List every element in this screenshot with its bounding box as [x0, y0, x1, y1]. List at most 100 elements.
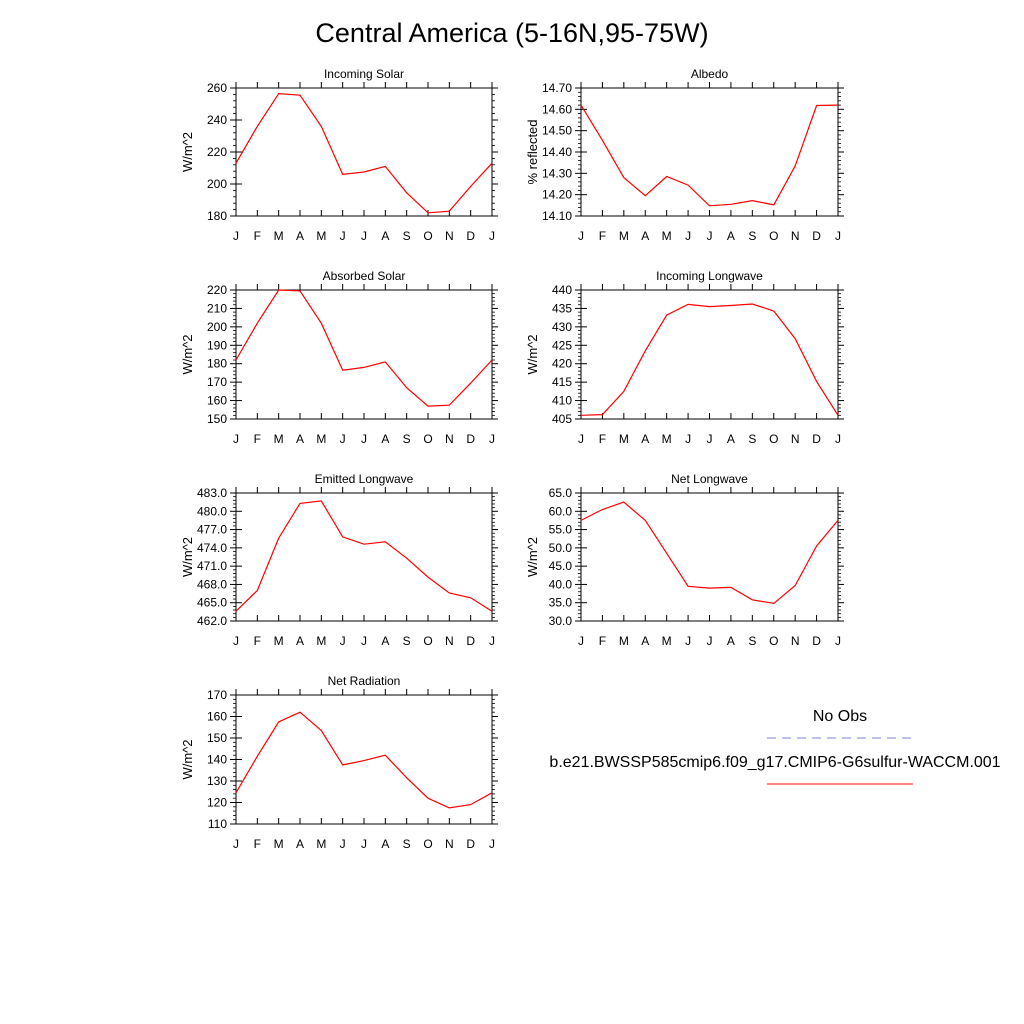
y-tick-label: 260 — [207, 81, 227, 95]
x-tick-label: J — [489, 229, 495, 243]
x-tick-label: D — [466, 229, 475, 243]
x-tick-label: J — [233, 432, 239, 446]
y-tick-label: 405 — [552, 412, 572, 426]
x-tick-label: M — [619, 229, 629, 243]
y-tick-label: 462.0 — [197, 614, 227, 628]
plot-frame — [580, 289, 839, 420]
y-axis-label: W/m^2 — [180, 739, 195, 779]
y-tick-label: 60.0 — [549, 504, 573, 518]
x-tick-label: S — [748, 229, 756, 243]
y-tick-label: 150 — [207, 731, 227, 745]
x-tick-label: F — [254, 634, 261, 648]
x-tick-label: F — [599, 432, 606, 446]
x-tick-label: O — [423, 837, 432, 851]
x-tick-label: J — [340, 432, 346, 446]
y-axis-label: W/m^2 — [525, 334, 540, 374]
y-tick-label: 120 — [207, 796, 227, 810]
x-tick-label: M — [274, 837, 284, 851]
x-tick-label: O — [423, 229, 432, 243]
y-tick-label: 477.0 — [197, 523, 227, 537]
x-tick-label: J — [361, 229, 367, 243]
x-tick-label: M — [274, 229, 284, 243]
x-tick-label: J — [361, 432, 367, 446]
x-tick-label: J — [835, 432, 841, 446]
x-tick-label: D — [466, 432, 475, 446]
x-tick-label: J — [707, 229, 713, 243]
y-tick-label: 474.0 — [197, 541, 227, 555]
x-tick-label: O — [423, 432, 432, 446]
x-tick-label: O — [769, 229, 778, 243]
x-tick-label: M — [662, 634, 672, 648]
x-tick-label: N — [791, 634, 800, 648]
y-tick-label: 430 — [552, 320, 572, 334]
x-tick-label: J — [233, 229, 239, 243]
panel-title: Incoming Longwave — [656, 269, 763, 283]
x-tick-label: A — [296, 634, 304, 648]
y-axis-label: W/m^2 — [180, 334, 195, 374]
x-tick-label: S — [748, 634, 756, 648]
x-tick-label: M — [316, 229, 326, 243]
y-tick-label: 160 — [207, 710, 227, 724]
x-tick-label: D — [466, 634, 475, 648]
x-tick-label: J — [835, 229, 841, 243]
y-tick-label: 150 — [207, 412, 227, 426]
y-tick-label: 220 — [207, 145, 227, 159]
x-tick-label: J — [233, 837, 239, 851]
legend-label-model: b.e21.BWSSP585cmip6.f09_g17.CMIP6-G6sulf… — [549, 754, 1000, 771]
x-tick-label: A — [641, 634, 649, 648]
series-line — [235, 289, 493, 407]
y-tick-label: 200 — [207, 320, 227, 334]
x-tick-label: S — [748, 432, 756, 446]
x-tick-label: F — [254, 837, 261, 851]
x-tick-label: N — [445, 229, 454, 243]
x-tick-label: N — [445, 432, 454, 446]
x-tick-label: J — [685, 432, 691, 446]
y-tick-label: 170 — [207, 688, 227, 702]
x-tick-label: F — [599, 229, 606, 243]
y-tick-label: 471.0 — [197, 559, 227, 573]
y-axis-label: W/m^2 — [180, 537, 195, 577]
y-tick-label: 180 — [207, 357, 227, 371]
x-tick-label: S — [403, 229, 411, 243]
y-tick-label: 110 — [208, 817, 227, 831]
plot-frame — [580, 492, 839, 622]
series-line — [580, 104, 839, 207]
x-tick-label: N — [791, 432, 800, 446]
y-tick-label: 240 — [207, 113, 227, 127]
x-tick-label: A — [296, 837, 304, 851]
y-axis-label: % reflected — [525, 119, 540, 184]
x-tick-label: O — [423, 634, 432, 648]
y-tick-label: 14.50 — [542, 124, 572, 138]
y-tick-label: 50.0 — [549, 541, 573, 555]
y-tick-label: 468.0 — [197, 577, 227, 591]
x-tick-label: N — [445, 837, 454, 851]
x-tick-label: A — [641, 229, 649, 243]
y-tick-label: 410 — [552, 394, 572, 408]
plot-frame — [235, 289, 493, 420]
x-tick-label: M — [274, 634, 284, 648]
x-tick-label: J — [685, 634, 691, 648]
y-tick-label: 425 — [552, 338, 572, 352]
x-tick-label: N — [445, 634, 454, 648]
x-tick-label: M — [619, 634, 629, 648]
series-line — [580, 501, 839, 605]
x-tick-label: A — [296, 229, 304, 243]
panel-title: Incoming Solar — [324, 67, 404, 81]
legend-label-no-obs: No Obs — [813, 708, 867, 725]
x-tick-label: S — [403, 634, 411, 648]
y-tick-label: 14.60 — [542, 102, 572, 116]
y-tick-label: 220 — [207, 283, 227, 297]
x-tick-label: M — [316, 634, 326, 648]
panel-title: Net Longwave — [671, 472, 748, 486]
x-tick-label: J — [340, 634, 346, 648]
plot-frame — [235, 492, 493, 622]
panel-title: Albedo — [691, 67, 729, 81]
series-line — [580, 303, 839, 416]
x-tick-label: D — [812, 229, 821, 243]
y-tick-label: 40.0 — [549, 577, 573, 591]
